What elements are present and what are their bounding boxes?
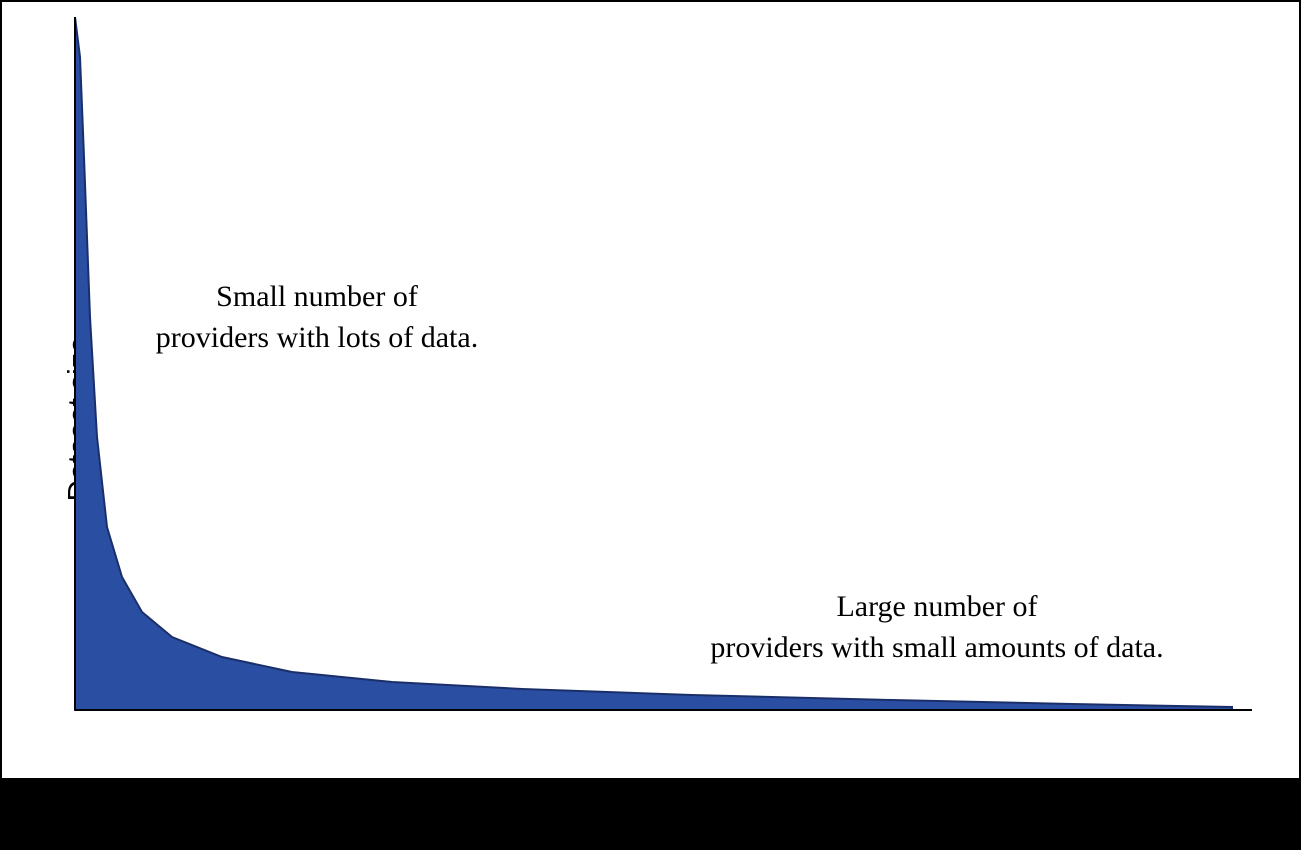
annotation-text-line: Small number of xyxy=(216,280,418,313)
annotation-text-line: Large number of xyxy=(836,590,1037,623)
bottom-bar xyxy=(0,780,1301,850)
annotation-text-line: providers with small amounts of data. xyxy=(710,631,1163,664)
annotation-small-providers: Small number of providers with lots of d… xyxy=(132,277,502,358)
annotation-large-providers: Large number of providers with small amo… xyxy=(617,587,1257,668)
chart-frame: Dataset size Small number of providers w… xyxy=(0,0,1301,780)
annotation-text-line: providers with lots of data. xyxy=(156,321,478,354)
